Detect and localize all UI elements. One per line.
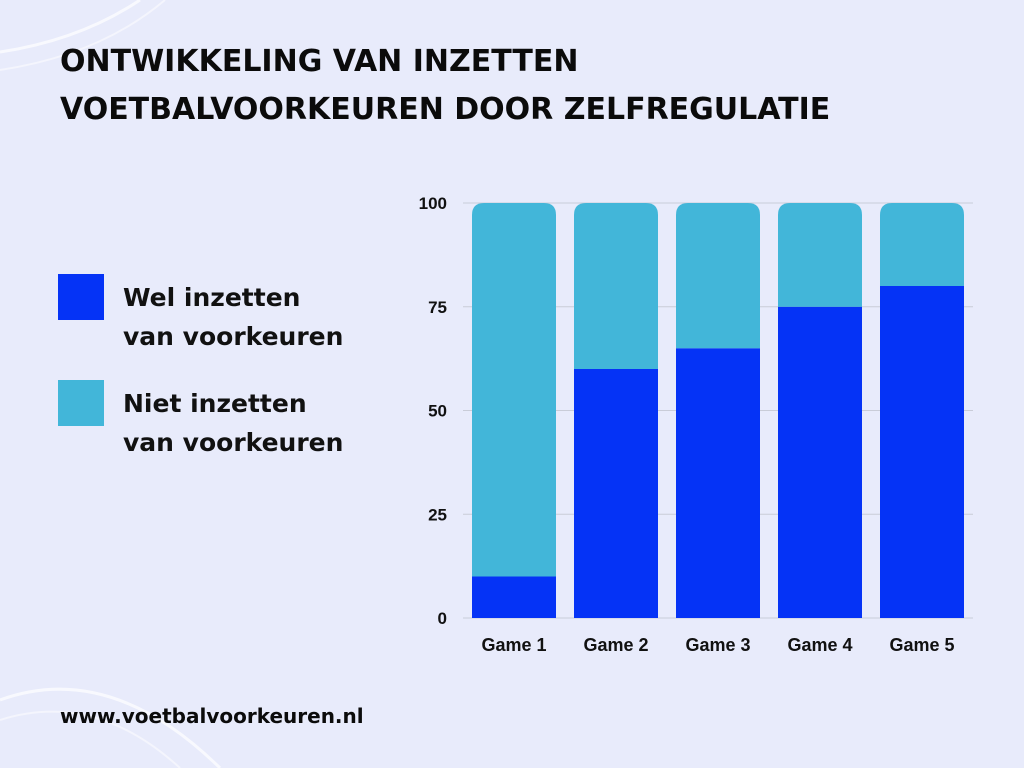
bar-stack (574, 203, 658, 618)
bars (472, 203, 964, 618)
x-tick-label: Game 4 (787, 635, 852, 655)
bar-stack (778, 203, 862, 618)
chart-title-line-1: ONTWIKKELING VAN INZETTEN (60, 44, 579, 79)
legend-label-wel-line-2: van voorkeuren (123, 322, 344, 351)
y-axis-ticks: 0 25 50 75 100 (419, 194, 447, 628)
bar-segment-wel (880, 286, 964, 618)
bar-segment-niet (880, 203, 964, 286)
chart-title-line-2: VOETBALVOORKEUREN DOOR ZELFREGULATIE (60, 92, 831, 127)
legend-swatch-niet (58, 380, 104, 426)
y-tick-label: 100 (419, 194, 447, 213)
legend-label-wel-line-1: Wel inzetten (123, 283, 301, 312)
bar-segment-wel (676, 348, 760, 618)
legend-label-wel: Wel inzetten van voorkeuren (123, 278, 383, 356)
bar-segment-niet (574, 203, 658, 369)
bar-segment-niet (472, 203, 556, 577)
legend-label-niet-line-2: van voorkeuren (123, 428, 344, 457)
y-tick-label: 75 (428, 298, 447, 317)
bar-stack (676, 203, 760, 618)
bar-stack (472, 203, 556, 618)
website-url: www.voetbalvoorkeuren.nl (60, 704, 364, 728)
y-tick-label: 25 (428, 505, 447, 524)
bar-segment-wel (472, 576, 556, 618)
x-tick-label: Game 3 (685, 635, 750, 655)
x-tick-label: Game 1 (481, 635, 546, 655)
y-tick-label: 50 (428, 402, 447, 421)
legend-item-wel: Wel inzetten van voorkeuren (58, 274, 383, 352)
bar-segment-wel (778, 306, 862, 618)
bar-segment-niet (778, 203, 862, 307)
bar-segment-wel (574, 369, 658, 618)
chart-title: ONTWIKKELING VAN INZETTEN VOETBALVOORKEU… (60, 38, 960, 134)
legend-swatch-wel (58, 274, 104, 320)
x-tick-label: Game 2 (583, 635, 648, 655)
y-tick-label: 0 (438, 609, 447, 628)
legend-item-niet: Niet inzetten van voorkeuren (58, 380, 383, 458)
x-axis-ticks: Game 1 Game 2 Game 3 Game 4 Game 5 (481, 635, 954, 655)
x-tick-label: Game 5 (889, 635, 954, 655)
legend-label-niet: Niet inzetten van voorkeuren (123, 384, 383, 462)
bar-stack (880, 203, 964, 618)
legend-label-niet-line-1: Niet inzetten (123, 389, 307, 418)
bar-segment-niet (676, 203, 760, 349)
